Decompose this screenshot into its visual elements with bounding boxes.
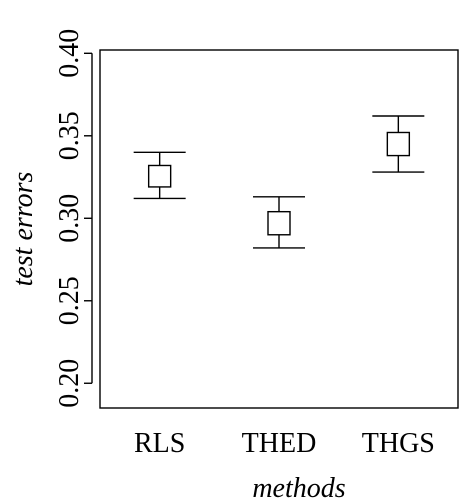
x-category-label: THGS [362, 428, 435, 459]
mean-box [147, 164, 172, 188]
y-axis-title: test errors [8, 171, 39, 286]
y-tick-label: 0.30 [54, 194, 85, 243]
y-tick-label: 0.35 [54, 111, 85, 160]
error-bar-group [133, 151, 186, 200]
x-axis-category-labels: RLS THED THGS [134, 428, 435, 459]
y-tick-label: 0.25 [54, 276, 85, 325]
y-tick-label: 0.40 [54, 29, 85, 78]
error-bar-group [372, 115, 425, 173]
error-bar-group [253, 196, 305, 249]
x-category-label: RLS [134, 428, 185, 459]
y-tick-label: 0.20 [54, 359, 85, 408]
x-category-label: THED [242, 428, 317, 459]
mean-box [386, 131, 411, 157]
x-axis-title: methods [252, 473, 345, 504]
plot-frame [99, 49, 459, 409]
y-axis: 0.20 0.25 0.30 0.35 0.40 [54, 29, 93, 408]
error-bar-marks [133, 115, 425, 249]
mean-box [267, 210, 291, 236]
